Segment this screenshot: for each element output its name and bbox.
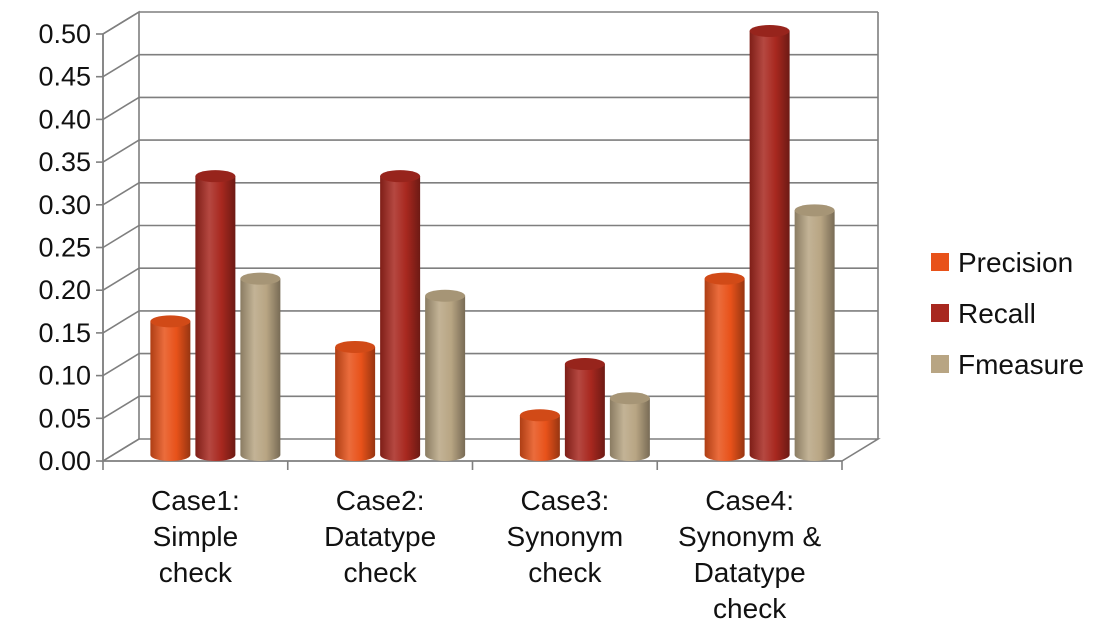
y-axis: 0.00 0.05 0.10 0.15 0.20 0.25 0.30 0.35 0.40 0.45… — [38, 19, 104, 476]
y-tick-label: 0.05 — [38, 403, 91, 433]
bar-body — [749, 31, 790, 461]
gridline — [102, 96, 878, 121]
bar-body — [519, 415, 560, 461]
bar-body — [609, 398, 650, 461]
y-tick-label: 0.00 — [38, 446, 91, 476]
bar-body — [564, 364, 605, 461]
bar-top — [794, 204, 835, 217]
bar-top — [335, 340, 376, 353]
bar-body — [150, 321, 191, 461]
bar-top — [150, 315, 191, 328]
gridlines — [102, 11, 878, 419]
y-tick-label: 0.15 — [38, 318, 91, 348]
bar-fmeasure — [794, 204, 835, 461]
gridline — [102, 267, 878, 291]
gridline — [102, 182, 878, 206]
bar-recall — [195, 170, 236, 461]
legend-label-precision: Precision — [958, 247, 1073, 278]
bar-top — [195, 170, 236, 183]
legend-swatch-recall — [931, 304, 949, 322]
y-tick-label: 0.45 — [38, 62, 91, 92]
legend-swatch-precision — [931, 253, 949, 271]
y-tick-label: 0.30 — [38, 190, 91, 220]
bar-precision — [519, 409, 560, 461]
gridline — [102, 352, 878, 377]
x-tick-label: Case2: Datatype check — [324, 485, 436, 588]
bar-body — [704, 278, 745, 461]
y-tick-label: 0.50 — [38, 19, 91, 49]
bar-precision — [704, 272, 745, 461]
bar-body — [240, 278, 281, 461]
y-tick-label: 0.35 — [38, 147, 91, 177]
bar-body — [794, 210, 835, 461]
y-tick-label: 0.25 — [38, 233, 91, 263]
bar-top — [704, 272, 745, 285]
bar-fmeasure — [425, 289, 466, 461]
bar-body — [380, 176, 421, 461]
y-tick-label: 0.40 — [38, 104, 91, 134]
legend-swatch-fmeasure — [931, 355, 949, 373]
bar-top — [519, 409, 560, 422]
legend: Precision Recall Fmeasure — [931, 247, 1084, 380]
x-tick-label: Case4: Synonym & Datatype check — [678, 485, 821, 624]
gridline — [102, 139, 878, 163]
y-tick-label: 0.20 — [38, 275, 91, 305]
gridline — [102, 53, 878, 78]
bar-top — [380, 170, 421, 183]
bar-body — [425, 295, 466, 461]
bar-precision — [335, 340, 376, 461]
gridline — [102, 224, 878, 249]
bar-body — [335, 346, 376, 461]
legend-label-fmeasure: Fmeasure — [958, 349, 1084, 380]
bar-body — [195, 176, 236, 461]
x-tick-label: Case3: Synonym check — [507, 485, 624, 588]
bar-fmeasure — [609, 392, 650, 461]
gridline — [102, 11, 878, 35]
bars — [150, 25, 835, 461]
bar-recall — [564, 358, 605, 461]
legend-label-recall: Recall — [958, 298, 1036, 329]
bar-top — [425, 289, 466, 302]
x-tick-label: Case1: Simple check — [151, 485, 240, 588]
bar-recall — [380, 170, 421, 461]
gridline — [102, 310, 878, 334]
bar-top — [609, 392, 650, 405]
x-axis: Case1: Simple check Case2: Datatype check Case… — [102, 460, 843, 624]
bar-recall — [749, 25, 790, 461]
bar-top — [240, 272, 281, 285]
bar-top — [749, 25, 790, 37]
y-tick-label: 0.10 — [38, 361, 91, 391]
bar-precision — [150, 315, 191, 461]
bar-fmeasure — [240, 272, 281, 461]
bar-top — [564, 358, 605, 371]
